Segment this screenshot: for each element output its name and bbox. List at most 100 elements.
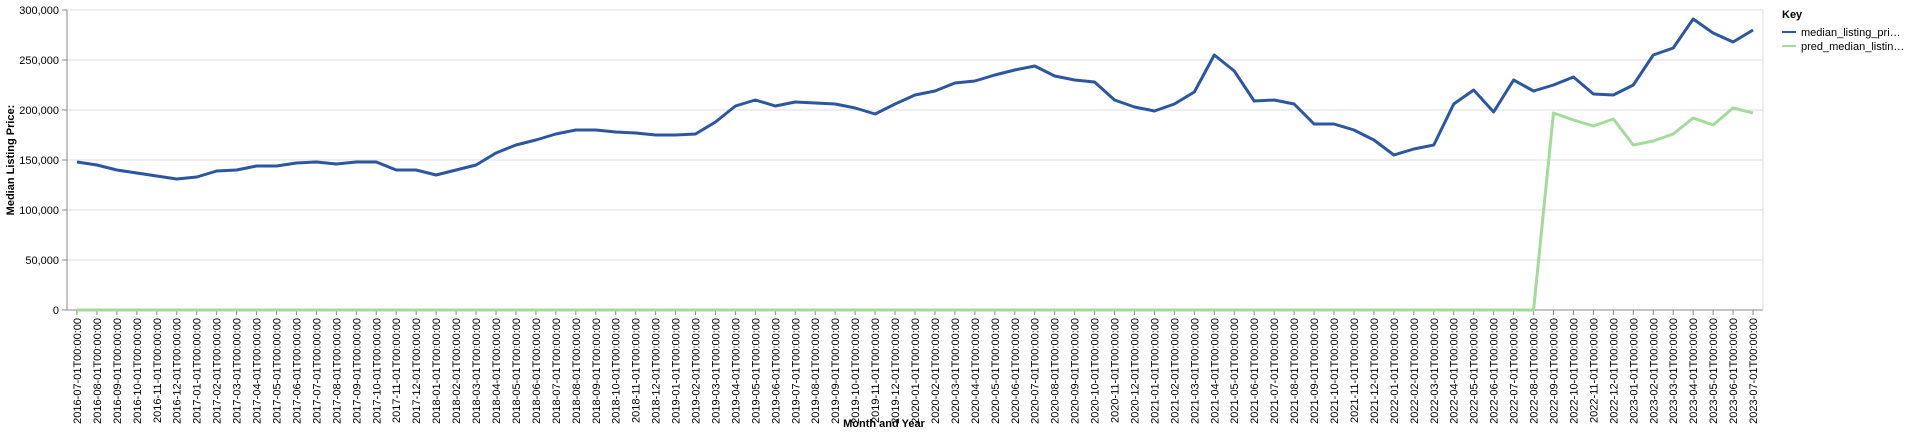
x-tick-label: 2020-05-01T00:00:00 bbox=[990, 318, 1002, 424]
x-tick-label: 2017-05-01T00:00:00 bbox=[272, 318, 284, 424]
x-tick-label: 2022-04-01T00:00:00 bbox=[1449, 318, 1461, 424]
x-tick-label: 2017-11-01T00:00:00 bbox=[391, 318, 403, 423]
x-tick-label: 2017-06-01T00:00:00 bbox=[291, 318, 303, 424]
x-tick-label: 2021-11-01T00:00:00 bbox=[1349, 318, 1361, 423]
x-tick-label: 2016-12-01T00:00:00 bbox=[172, 318, 184, 424]
y-tick-label: 100,000 bbox=[19, 205, 59, 217]
x-tick-label: 2017-09-01T00:00:00 bbox=[351, 318, 363, 424]
y-tick-label: 250,000 bbox=[19, 55, 59, 67]
x-tick-label: 2021-07-01T00:00:00 bbox=[1269, 318, 1281, 424]
x-tick-label: 2019-08-01T00:00:00 bbox=[810, 318, 822, 424]
x-tick-label: 2018-06-01T00:00:00 bbox=[531, 318, 543, 424]
x-tick-label: 2020-12-01T00:00:00 bbox=[1129, 318, 1141, 424]
x-tick-label: 2021-04-01T00:00:00 bbox=[1209, 318, 1221, 424]
x-tick-label: 2018-01-01T00:00:00 bbox=[431, 318, 443, 424]
x-axis-title: Month and Year bbox=[843, 418, 925, 430]
x-tick-label: 2016-11-01T00:00:00 bbox=[152, 318, 164, 423]
x-tick-label: 2022-03-01T00:00:00 bbox=[1429, 318, 1441, 424]
x-tick-label: 2022-10-01T00:00:00 bbox=[1568, 318, 1580, 424]
x-tick-label: 2017-08-01T00:00:00 bbox=[331, 318, 343, 424]
x-tick-label: 2019-09-01T00:00:00 bbox=[830, 318, 842, 424]
x-tick-label: 2019-10-01T00:00:00 bbox=[850, 318, 862, 424]
x-tick-label: 2019-06-01T00:00:00 bbox=[770, 318, 782, 424]
x-tick-label: 2021-03-01T00:00:00 bbox=[1189, 318, 1201, 424]
x-tick-label: 2018-09-01T00:00:00 bbox=[591, 318, 603, 424]
x-tick-label: 2023-02-01T00:00:00 bbox=[1648, 318, 1660, 424]
x-tick-label: 2017-07-01T00:00:00 bbox=[311, 318, 323, 424]
x-tick-label: 2017-12-01T00:00:00 bbox=[411, 318, 423, 424]
x-tick-label: 2020-02-01T00:00:00 bbox=[930, 318, 942, 424]
legend-label: median_listing_pri… bbox=[1801, 27, 1901, 39]
series-line bbox=[76, 106, 1754, 312]
x-tick-label: 2018-10-01T00:00:00 bbox=[611, 318, 623, 424]
x-tick-label: 2016-09-01T00:00:00 bbox=[112, 318, 124, 424]
x-tick-label: 2020-04-01T00:00:00 bbox=[970, 318, 982, 424]
x-tick-label: 2021-08-01T00:00:00 bbox=[1289, 318, 1301, 424]
x-tick-label: 2019-04-01T00:00:00 bbox=[730, 318, 742, 424]
y-tick-label: 0 bbox=[53, 305, 59, 317]
x-tick-label: 2022-12-01T00:00:00 bbox=[1608, 318, 1620, 424]
x-tick-label: 2017-04-01T00:00:00 bbox=[252, 318, 264, 424]
x-tick-label: 2023-03-01T00:00:00 bbox=[1668, 318, 1680, 424]
x-tick-label: 2022-01-01T00:00:00 bbox=[1389, 318, 1401, 424]
y-axis-title: Median Listing Price: bbox=[5, 105, 17, 216]
x-tick-label: 2016-08-01T00:00:00 bbox=[92, 318, 104, 424]
x-tick-label: 2019-05-01T00:00:00 bbox=[750, 318, 762, 424]
x-tick-label: 2019-03-01T00:00:00 bbox=[710, 318, 722, 424]
x-tick-label: 2020-10-01T00:00:00 bbox=[1090, 318, 1102, 424]
y-tick-label: 200,000 bbox=[19, 105, 59, 117]
x-tick-label: 2023-05-01T00:00:00 bbox=[1708, 318, 1720, 424]
x-tick-label: 2022-02-01T00:00:00 bbox=[1409, 318, 1421, 424]
x-tick-label: 2023-07-01T00:00:00 bbox=[1748, 318, 1760, 424]
x-tick-label: 2022-09-01T00:00:00 bbox=[1548, 318, 1560, 424]
x-tick-label: 2020-06-01T00:00:00 bbox=[1010, 318, 1022, 424]
x-tick-label: 2020-09-01T00:00:00 bbox=[1070, 318, 1082, 424]
x-tick-label: 2022-08-01T00:00:00 bbox=[1529, 318, 1541, 424]
x-tick-label: 2016-10-01T00:00:00 bbox=[132, 318, 144, 424]
x-tick-label: 2023-01-01T00:00:00 bbox=[1628, 318, 1640, 424]
x-tick-label: 2021-10-01T00:00:00 bbox=[1329, 318, 1341, 424]
x-tick-label: 2020-03-01T00:00:00 bbox=[950, 318, 962, 424]
x-tick-label: 2023-04-01T00:00:00 bbox=[1688, 318, 1700, 424]
x-tick-label: 2021-05-01T00:00:00 bbox=[1229, 318, 1241, 424]
x-tick-label: 2022-06-01T00:00:00 bbox=[1489, 318, 1501, 424]
x-tick-label: 2017-01-01T00:00:00 bbox=[192, 318, 204, 424]
series-line bbox=[76, 17, 1754, 181]
x-tick-label: 2022-11-01T00:00:00 bbox=[1588, 318, 1600, 423]
x-tick-label: 2020-07-01T00:00:00 bbox=[1030, 318, 1042, 424]
x-tick-label: 2022-05-01T00:00:00 bbox=[1469, 318, 1481, 424]
y-tick-label: 150,000 bbox=[19, 155, 59, 167]
x-tick-label: 2018-05-01T00:00:00 bbox=[511, 318, 523, 424]
y-tick-label: 50,000 bbox=[25, 255, 59, 267]
legend-label: pred_median_listin… bbox=[1801, 41, 1904, 53]
x-tick-label: 2019-11-01T00:00:00 bbox=[870, 318, 882, 423]
y-tick-label: 300,000 bbox=[19, 5, 59, 17]
x-tick-label: 2018-12-01T00:00:00 bbox=[651, 318, 663, 424]
x-tick-label: 2019-01-01T00:00:00 bbox=[671, 318, 683, 424]
x-tick-label: 2019-12-01T00:00:00 bbox=[890, 318, 902, 424]
x-tick-label: 2021-02-01T00:00:00 bbox=[1169, 318, 1181, 424]
x-tick-label: 2021-06-01T00:00:00 bbox=[1249, 318, 1261, 424]
x-tick-label: 2017-02-01T00:00:00 bbox=[212, 318, 224, 424]
x-tick-label: 2023-06-01T00:00:00 bbox=[1728, 318, 1740, 424]
x-tick-label: 2021-01-01T00:00:00 bbox=[1149, 318, 1161, 424]
x-tick-label: 2016-07-01T00:00:00 bbox=[72, 318, 84, 424]
x-tick-label: 2020-08-01T00:00:00 bbox=[1050, 318, 1062, 424]
x-tick-label: 2018-07-01T00:00:00 bbox=[551, 318, 563, 424]
legend-title: Key bbox=[1782, 9, 1803, 21]
x-tick-label: 2018-02-01T00:00:00 bbox=[451, 318, 463, 424]
x-tick-label: 2017-10-01T00:00:00 bbox=[371, 318, 383, 424]
x-tick-label: 2019-07-01T00:00:00 bbox=[790, 318, 802, 424]
x-tick-label: 2021-09-01T00:00:00 bbox=[1309, 318, 1321, 424]
x-tick-label: 2020-11-01T00:00:00 bbox=[1110, 318, 1122, 423]
x-tick-label: 2018-11-01T00:00:00 bbox=[631, 318, 643, 423]
x-tick-label: 2019-02-01T00:00:00 bbox=[691, 318, 703, 424]
x-tick-label: 2021-12-01T00:00:00 bbox=[1369, 318, 1381, 424]
x-tick-label: 2018-08-01T00:00:00 bbox=[571, 318, 583, 424]
x-tick-label: 2020-01-01T00:00:00 bbox=[910, 318, 922, 424]
x-tick-label: 2018-04-01T00:00:00 bbox=[491, 318, 503, 424]
x-tick-label: 2022-07-01T00:00:00 bbox=[1509, 318, 1521, 424]
x-tick-label: 2017-03-01T00:00:00 bbox=[232, 318, 244, 424]
x-tick-label: 2018-03-01T00:00:00 bbox=[471, 318, 483, 424]
